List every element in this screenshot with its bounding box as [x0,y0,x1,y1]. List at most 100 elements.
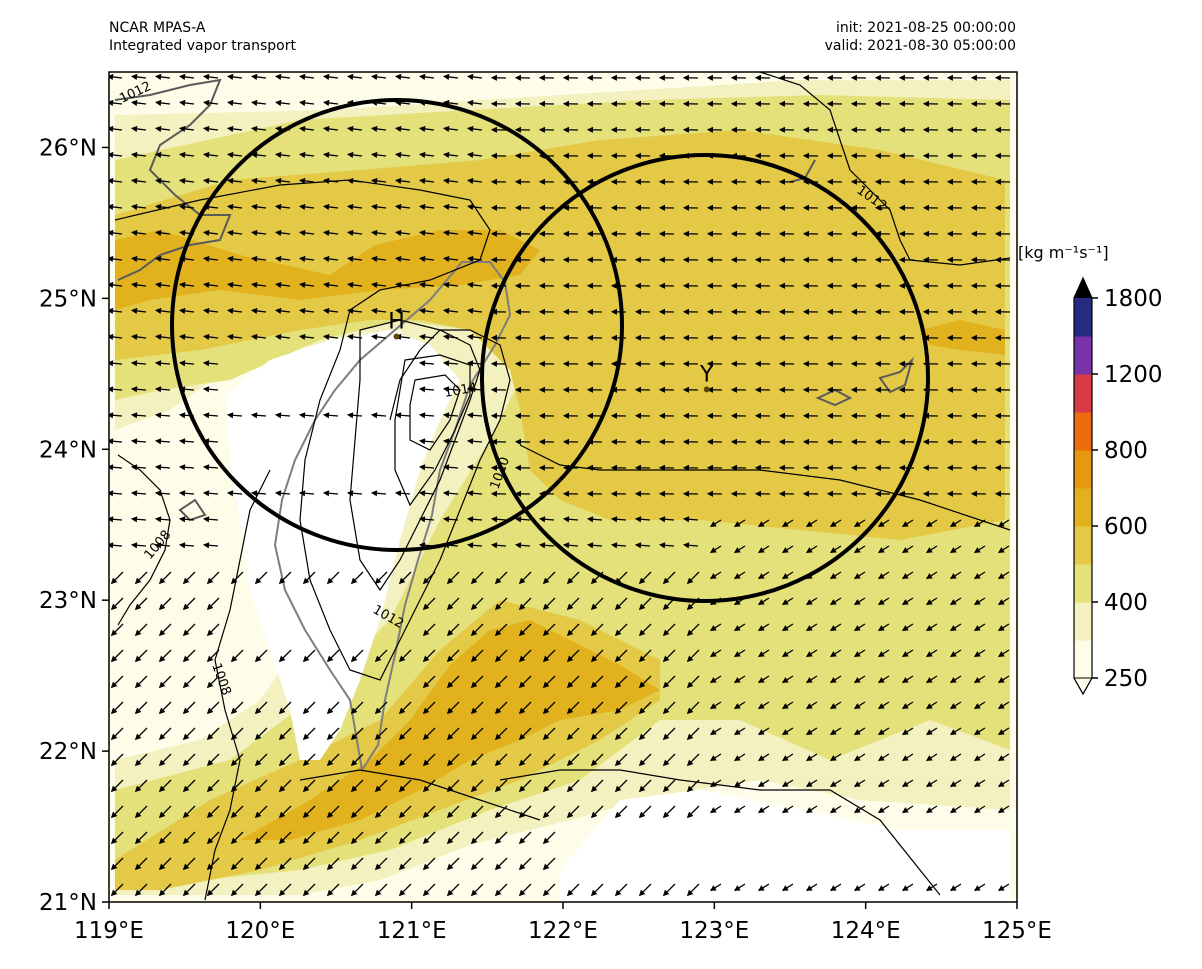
vector-head [419,307,426,314]
vector-head [874,74,882,81]
vector-head [566,733,574,741]
vector-head [538,178,546,185]
vector-head [973,885,981,892]
vector-head [443,255,450,262]
vector-head [538,74,546,81]
ivt-band-600-700c [920,320,1005,355]
vector-head [997,807,1005,814]
vector-head [970,74,978,81]
vector-head [853,781,861,788]
vector-head [590,603,598,611]
vector-head [374,863,382,871]
vector-head [350,811,358,819]
vector-head [394,490,402,497]
vector-head [538,334,546,341]
vector-head [946,490,954,497]
vector-head [898,412,906,419]
vector-head [853,521,861,528]
vector-head [371,203,378,210]
vector-head [206,603,214,611]
vector-head [634,126,642,133]
vector-head [490,542,498,549]
vector-head [179,125,186,132]
vector-head [754,230,762,237]
vector-head [178,464,186,471]
vector-head [226,412,234,419]
colorbar-level [1074,526,1092,565]
vector-head [682,516,690,523]
vector-head [326,733,334,741]
vector-head [922,490,930,497]
vector-head [874,204,882,211]
vector-head [443,307,450,314]
vector-head [514,334,522,341]
vector-head [901,547,909,554]
vector-head [634,360,642,367]
vector-head [466,464,474,471]
vector-head [251,281,258,288]
vector-head [131,99,138,106]
vector-head [658,282,666,289]
vector-head [566,811,574,819]
vector-head [757,651,765,658]
vector-head [946,100,954,107]
vector-head [662,759,670,767]
vector-head [590,889,598,897]
vector-head [829,521,837,528]
vector-head [446,759,454,767]
vector-head [514,490,522,497]
vector-head [757,521,765,528]
vector-head [686,733,694,741]
vector-head [781,599,789,606]
vector-head [994,126,1002,133]
vector-head [826,334,834,341]
vector-head [302,577,310,585]
vector-head [350,707,358,715]
vector-head [877,521,885,528]
vector-head [826,100,834,107]
vector-head [275,99,282,106]
vector-head [874,178,882,185]
vector-head [182,759,190,767]
vector-head [514,74,522,81]
vector-head [302,733,310,741]
vector-head [754,152,762,159]
vector-head [470,811,478,819]
vector-head [610,464,618,471]
vector-head [490,230,498,237]
vector-head [682,334,690,341]
vector-head [346,412,354,419]
vector-head [230,759,238,767]
vector-head [299,229,306,236]
vector-head [322,412,330,419]
vector-head [874,256,882,263]
vector-head [130,464,138,471]
vector-head [874,308,882,315]
vector-head [443,151,450,158]
vector-head [826,464,834,471]
vector-head [299,255,306,262]
vector-head [350,577,358,585]
vector-head [901,781,909,788]
vector-head [925,729,933,736]
vector-head [538,100,546,107]
vector-head [466,386,474,393]
vector-head [179,281,186,288]
vector-head [901,651,909,658]
vector-head [178,438,186,445]
vector-head [227,125,234,132]
vector-head [997,625,1005,632]
vector-head [949,625,957,632]
vector-head [514,282,522,289]
colorbar-tick-label: 600 [1104,514,1148,540]
colorbar-level [1074,336,1092,375]
vector-head [158,837,166,845]
vector-head [922,204,930,211]
vector-head [131,151,138,158]
vector-head [946,256,954,263]
vector-head [538,412,546,419]
vector-head [898,308,906,315]
vector-head [658,516,666,523]
vector-head [419,151,426,158]
vector-head [562,100,570,107]
